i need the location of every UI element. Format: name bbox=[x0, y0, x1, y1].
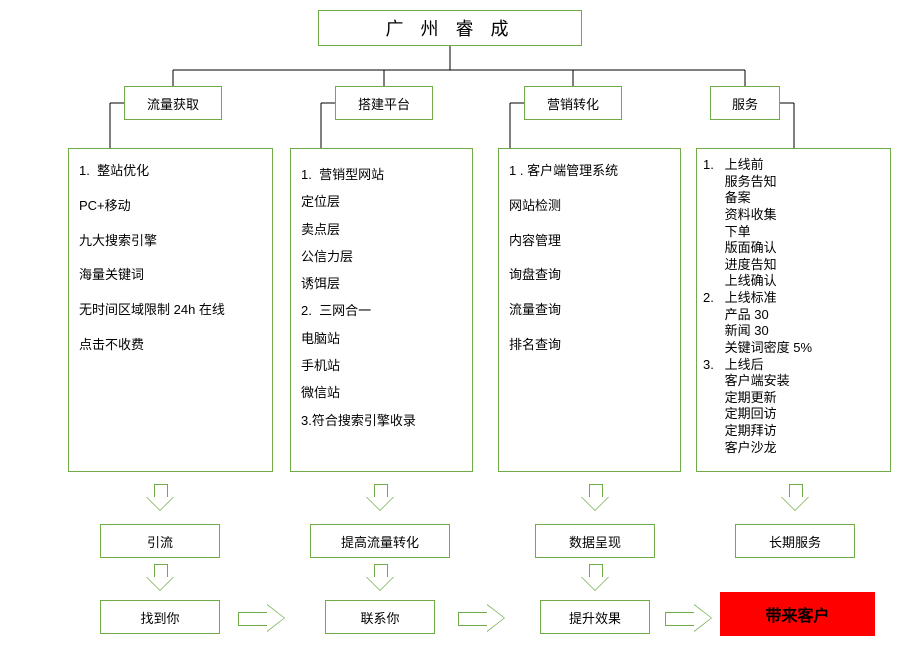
detail-line: 卖点层 bbox=[301, 216, 462, 243]
detail-line: 九大搜索引擎 bbox=[79, 231, 262, 252]
header-marketing: 营销转化 bbox=[524, 86, 622, 120]
title-box: 广 州 睿 成 bbox=[318, 10, 582, 46]
detail-line: 新闻 30 bbox=[703, 323, 884, 340]
detail-line: 流量查询 bbox=[509, 300, 670, 321]
arrow-down-icon bbox=[146, 484, 174, 512]
detail-line: 公信力层 bbox=[301, 243, 462, 270]
detail-line: 关键词密度 5% bbox=[703, 340, 884, 357]
detail-line: 海量关键词 bbox=[79, 265, 262, 286]
detail-line: 定位层 bbox=[301, 188, 462, 215]
arrow-down-icon bbox=[581, 564, 609, 592]
result-box: 带来客户 bbox=[720, 592, 875, 636]
detail-line: 1 . 客户端管理系统 bbox=[509, 161, 670, 182]
step-label: 数据呈现 bbox=[569, 532, 621, 551]
arrow-right-icon bbox=[665, 604, 715, 632]
step2-traffic: 找到你 bbox=[100, 600, 220, 634]
detail-line: 客户沙龙 bbox=[703, 440, 884, 457]
detail-line: 手机站 bbox=[301, 352, 462, 379]
detail-line: 定期回访 bbox=[703, 406, 884, 423]
detail-line: 备案 bbox=[703, 190, 884, 207]
detail-line: 进度告知 bbox=[703, 257, 884, 274]
title-text: 广 州 睿 成 bbox=[385, 15, 514, 41]
arrow-down-icon bbox=[581, 484, 609, 512]
detail-marketing: 1 . 客户端管理系统网站检测内容管理询盘查询流量查询排名查询 bbox=[498, 148, 681, 472]
header-label: 流量获取 bbox=[147, 94, 199, 113]
detail-line: 内容管理 bbox=[509, 231, 670, 252]
detail-line: 3.符合搜索引擎收录 bbox=[301, 407, 462, 434]
arrow-right-icon bbox=[458, 604, 508, 632]
detail-line: PC+移动 bbox=[79, 196, 262, 217]
header-label: 营销转化 bbox=[547, 94, 599, 113]
detail-line: 定期更新 bbox=[703, 390, 884, 407]
detail-platform: 1. 营销型网站定位层卖点层公信力层诱饵层2. 三网合一电脑站手机站微信站3.符… bbox=[290, 148, 473, 472]
detail-line: 3. 上线后 bbox=[703, 357, 884, 374]
step-label: 联系你 bbox=[360, 608, 399, 627]
detail-line: 1. 营销型网站 bbox=[301, 161, 462, 188]
detail-line: 无时间区域限制 24h 在线 bbox=[79, 300, 262, 321]
step-label: 提高流量转化 bbox=[341, 532, 419, 551]
detail-line: 产品 30 bbox=[703, 307, 884, 324]
step-label: 提升效果 bbox=[569, 608, 621, 627]
step-label: 引流 bbox=[147, 532, 173, 551]
detail-line: 网站检测 bbox=[509, 196, 670, 217]
detail-line: 点击不收费 bbox=[79, 335, 262, 356]
detail-line: 询盘查询 bbox=[509, 265, 670, 286]
detail-line: 下单 bbox=[703, 224, 884, 241]
step1-traffic: 引流 bbox=[100, 524, 220, 558]
arrow-down-icon bbox=[366, 564, 394, 592]
arrow-right-icon bbox=[238, 604, 288, 632]
arrow-down-icon bbox=[781, 484, 809, 512]
detail-line: 2. 三网合一 bbox=[301, 297, 462, 324]
arrow-down-icon bbox=[146, 564, 174, 592]
detail-line: 2. 上线标准 bbox=[703, 290, 884, 307]
step1-marketing: 数据呈现 bbox=[535, 524, 655, 558]
arrow-down-icon bbox=[366, 484, 394, 512]
detail-line: 客户端安装 bbox=[703, 373, 884, 390]
step2-marketing: 提升效果 bbox=[540, 600, 650, 634]
detail-service: 1. 上线前 服务告知 备案 资料收集 下单 版面确认 进度告知 上线确认2. … bbox=[696, 148, 891, 472]
step2-platform: 联系你 bbox=[325, 600, 435, 634]
header-label: 搭建平台 bbox=[358, 94, 410, 113]
step1-service: 长期服务 bbox=[735, 524, 855, 558]
detail-line: 诱饵层 bbox=[301, 270, 462, 297]
detail-line: 上线确认 bbox=[703, 273, 884, 290]
header-traffic: 流量获取 bbox=[124, 86, 222, 120]
detail-line: 微信站 bbox=[301, 379, 462, 406]
detail-line: 1. 上线前 bbox=[703, 157, 884, 174]
step-label: 长期服务 bbox=[769, 532, 821, 551]
header-service: 服务 bbox=[710, 86, 780, 120]
result-label: 带来客户 bbox=[765, 602, 829, 626]
detail-line: 定期拜访 bbox=[703, 423, 884, 440]
detail-line: 1. 整站优化 bbox=[79, 161, 262, 182]
detail-line: 版面确认 bbox=[703, 240, 884, 257]
detail-line: 服务告知 bbox=[703, 174, 884, 191]
detail-line: 排名查询 bbox=[509, 335, 670, 356]
header-label: 服务 bbox=[732, 94, 758, 113]
detail-traffic: 1. 整站优化 PC+移动九大搜索引擎海量关键词无时间区域限制 24h 在线点击不… bbox=[68, 148, 273, 472]
detail-line: 电脑站 bbox=[301, 325, 462, 352]
step-label: 找到你 bbox=[140, 608, 179, 627]
header-platform: 搭建平台 bbox=[335, 86, 433, 120]
step1-platform: 提高流量转化 bbox=[310, 524, 450, 558]
detail-line: 资料收集 bbox=[703, 207, 884, 224]
